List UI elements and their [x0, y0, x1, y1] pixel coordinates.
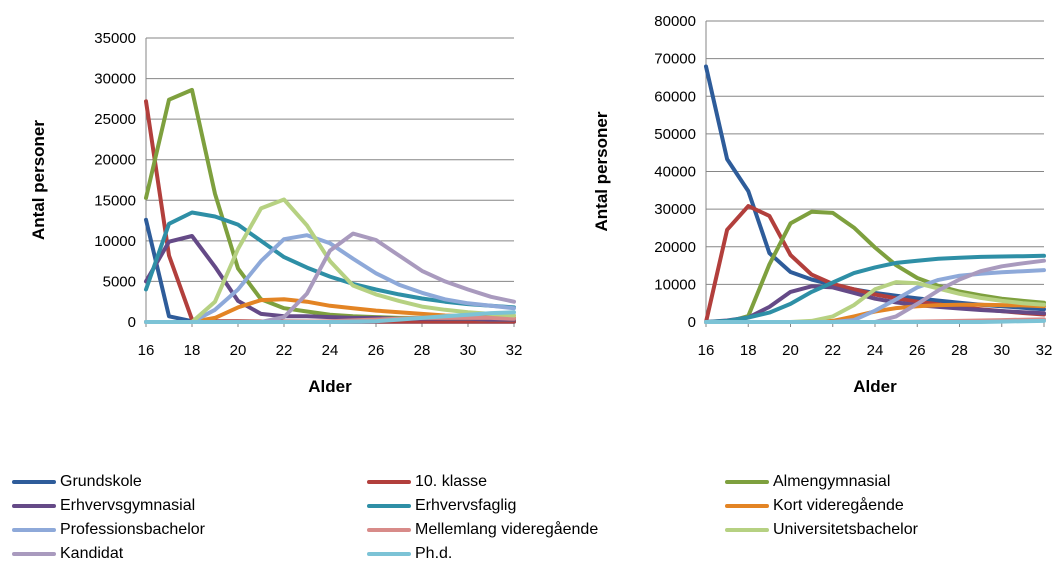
y-tick-label: 0	[128, 314, 136, 331]
legend-swatch	[367, 528, 411, 532]
x-tick-label: 22	[824, 342, 841, 359]
series-line-ph-d-	[704, 318, 1046, 324]
legend-item: Almengymnasial	[725, 470, 890, 494]
legend-label: Almengymnasial	[773, 473, 891, 490]
y-axis-title: Antal personer	[29, 120, 48, 240]
y-tick-label: 80000	[654, 13, 696, 30]
legend-label: 10. klasse	[415, 473, 488, 490]
x-tick-label: 18	[184, 342, 201, 359]
series-line-universitetsbachelor	[144, 197, 516, 324]
x-tick-label: 32	[506, 342, 523, 359]
x-tick-label: 16	[138, 342, 155, 359]
series-line-professionsbachelor	[144, 233, 516, 324]
legend-swatch	[725, 480, 769, 484]
y-tick-label: 15000	[94, 192, 136, 209]
legend-item: Universitetsbachelor	[725, 518, 918, 542]
y-tick-label: 10000	[94, 233, 136, 250]
y-tick-label: 10000	[654, 276, 696, 293]
legend-row: Kandidat Ph.d.	[12, 542, 1052, 566]
y-tick-label: 20000	[94, 152, 136, 169]
legend-row: Erhvervsgymnasial Erhvervsfaglig Kort vide…	[12, 494, 1052, 518]
legend-row: Grundskole 10. klasse Almengymnasial	[12, 470, 1052, 494]
legend-item: Ph.d.	[367, 542, 452, 566]
series-line-almengymnasial	[704, 209, 1046, 324]
x-tick-label: 24	[867, 342, 884, 359]
legend-swatch	[367, 552, 411, 556]
y-axis-title: Antal personer	[592, 111, 611, 231]
x-tick-label: 30	[993, 342, 1010, 359]
legend-swatch	[725, 504, 769, 508]
legend-item: Kort videregående	[725, 494, 904, 518]
x-tick-label: 30	[460, 342, 477, 359]
y-tick-label: 5000	[103, 273, 136, 290]
legend-swatch	[367, 504, 411, 508]
y-tick-label: 25000	[94, 111, 136, 128]
y-tick-label: 40000	[654, 164, 696, 181]
legend: Grundskole 10. klasse Almengymnasial Erhver…	[12, 470, 1052, 566]
x-axis-title: Alder	[853, 377, 897, 396]
y-tick-label: 35000	[94, 30, 136, 47]
y-tick-label: 50000	[654, 126, 696, 143]
legend-swatch	[367, 480, 411, 484]
x-tick-label: 28	[951, 342, 968, 359]
x-tick-label: 26	[909, 342, 926, 359]
legend-swatch	[725, 528, 769, 532]
x-axis-title: Alder	[308, 377, 352, 396]
x-tick-label: 32	[1036, 342, 1053, 359]
x-tick-label: 22	[276, 342, 293, 359]
y-tick-label: 70000	[654, 51, 696, 68]
charts-canvas: 0 5000 10000 15000 20000 25000 30000 35000 16 18 2…	[29, 13, 1052, 396]
chart-right: 0 10000 20000 30000 40000 50000 60000 70000 8000…	[592, 13, 1052, 396]
legend-item: Kandidat	[12, 542, 123, 566]
legend-item: Erhvervsgymnasial	[12, 494, 195, 518]
legend-swatch	[12, 504, 56, 508]
x-tick-label: 24	[322, 342, 339, 359]
x-tick-label: 18	[740, 342, 757, 359]
x-tick-label: 26	[368, 342, 385, 359]
legend-label: Universitetsbachelor	[773, 521, 918, 538]
series-line-erhvervsfaglig	[704, 253, 1046, 324]
series-line-erhvervsgymnasial	[704, 284, 1046, 324]
legend-label: Ph.d.	[415, 545, 453, 562]
legend-label: Kort videregående	[773, 497, 904, 514]
legend-label: Erhvervsgymnasial	[60, 497, 196, 514]
legend-label: Erhvervsfaglig	[415, 497, 517, 514]
legend-item: Mellemlang videregående	[367, 518, 598, 542]
legend-row: Professionsbachelor Mellemlang videregåen…	[12, 518, 1052, 542]
legend-label: Professionsbachelor	[60, 521, 205, 538]
legend-item: 10. klasse	[367, 470, 487, 494]
legend-item: Professionsbachelor	[12, 518, 205, 542]
legend-label: Mellemlang videregående	[415, 521, 599, 538]
y-tick-label: 20000	[654, 239, 696, 256]
legend-item: Grundskole	[12, 470, 142, 494]
legend-swatch	[12, 480, 56, 484]
legend-label: Kandidat	[60, 545, 124, 562]
chart-left: 0 5000 10000 15000 20000 25000 30000 35000 16 18 2…	[29, 30, 522, 396]
legend-label: Grundskole	[60, 473, 142, 490]
y-tick-label: 60000	[654, 88, 696, 105]
series-line-ph-d-	[144, 310, 516, 324]
legend-item: Erhvervsfaglig	[367, 494, 516, 518]
x-tick-label: 20	[230, 342, 247, 359]
y-tick-label: 0	[688, 314, 696, 331]
y-tick-label: 30000	[94, 71, 136, 88]
x-tick-label: 28	[414, 342, 431, 359]
legend-swatch	[12, 552, 56, 556]
x-tick-label: 16	[698, 342, 715, 359]
legend-swatch	[12, 528, 56, 532]
x-tick-label: 20	[782, 342, 799, 359]
y-tick-label: 30000	[654, 201, 696, 218]
